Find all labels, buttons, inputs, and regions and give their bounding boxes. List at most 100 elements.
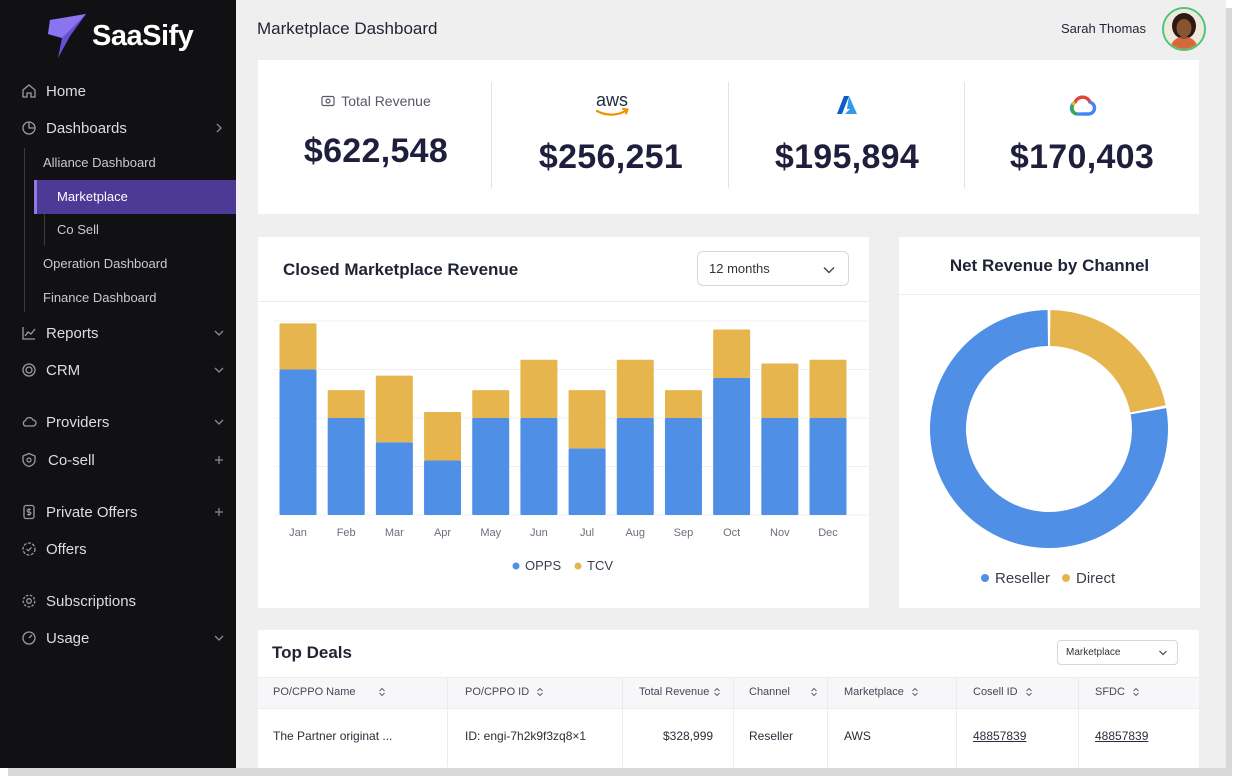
- sidebar-item-subscriptions[interactable]: Subscriptions: [0, 586, 236, 616]
- azure-revenue-value: $195,894: [774, 138, 920, 176]
- column-header-marketplace[interactable]: Marketplace: [844, 677, 919, 707]
- bar-tcv-oct[interactable]: [713, 329, 751, 378]
- legend-label-opps[interactable]: OPPS: [525, 558, 561, 573]
- sidebar-item-crm[interactable]: CRM: [0, 355, 236, 385]
- cell-cosell-id-link[interactable]: 48857839: [973, 729, 1027, 743]
- bar-opps-sep[interactable]: [664, 418, 702, 515]
- sort-icon: [1133, 687, 1139, 697]
- column-header-po-name[interactable]: PO/CPPO Name: [273, 677, 386, 707]
- bar-tcv-aug[interactable]: [616, 359, 654, 418]
- chevron-down-icon: [214, 367, 224, 373]
- sidebar-item-label: Dashboards: [46, 119, 127, 137]
- period-select[interactable]: 12 months: [697, 251, 849, 286]
- sidebar-subitem-alliance-dashboard[interactable]: Alliance Dashboard: [43, 147, 156, 177]
- x-tick-label: Jan: [289, 527, 307, 539]
- chevron-down-icon: [1159, 650, 1167, 656]
- chart-title: Closed Marketplace Revenue: [283, 260, 519, 279]
- sidebar-item-home[interactable]: Home: [0, 76, 236, 106]
- sidebar-item-label: Co-sell: [48, 451, 95, 469]
- bar-tcv-nov[interactable]: [761, 363, 799, 418]
- pie-icon: [22, 121, 36, 135]
- x-tick-label: Oct: [723, 527, 740, 539]
- bar-opps-nov[interactable]: [761, 418, 799, 515]
- bar-tcv-jun[interactable]: [520, 359, 558, 418]
- user-name[interactable]: Sarah Thomas: [1061, 21, 1147, 36]
- chevron-down-icon: [214, 635, 224, 641]
- sidebar-item-private-offers[interactable]: Private Offers: [0, 497, 236, 527]
- bar-tcv-apr[interactable]: [424, 411, 462, 461]
- deals-filter-value: Marketplace: [1066, 647, 1121, 658]
- legend-label-direct[interactable]: Direct: [1076, 570, 1116, 587]
- bar-opps-apr[interactable]: [424, 460, 462, 515]
- sidebar-item-dashboards[interactable]: Dashboards: [0, 113, 236, 143]
- sidebar-subitem-marketplace[interactable]: Marketplace: [57, 181, 128, 211]
- sidebar-subitem-operation-dashboard[interactable]: Operation Dashboard: [43, 248, 167, 278]
- column-header-po-id[interactable]: PO/CPPO ID: [465, 677, 544, 707]
- bar-opps-mar[interactable]: [375, 442, 413, 515]
- column-header-sfdc[interactable]: SFDC: [1095, 677, 1140, 707]
- sidebar-subitem-active-bg: [34, 180, 236, 214]
- bar-opps-jan[interactable]: [279, 369, 317, 516]
- x-tick-label: Sep: [674, 527, 694, 539]
- column-header-channel[interactable]: Channel: [749, 677, 818, 707]
- deals-filter-select[interactable]: Marketplace: [1057, 640, 1178, 665]
- bar-opps-may[interactable]: [472, 418, 510, 515]
- aws-revenue-block: aws $256,251: [493, 60, 729, 214]
- column-header-total-revenue[interactable]: Total Revenue: [639, 677, 721, 707]
- bar-tcv-mar[interactable]: [375, 375, 413, 443]
- x-tick-label: May: [480, 527, 501, 539]
- net-revenue-by-channel-card: Net Revenue by Channel Reseller Direct: [899, 237, 1200, 608]
- legend-label-tcv[interactable]: TCV: [587, 558, 613, 573]
- column-header-label: Channel: [749, 686, 790, 698]
- x-tick-label: Jun: [530, 527, 548, 539]
- plus-icon: [215, 508, 223, 516]
- bar-opps-oct[interactable]: [713, 377, 751, 515]
- sort-icon: [811, 687, 817, 697]
- bar-tcv-jan[interactable]: [279, 323, 317, 370]
- brand-logo[interactable]: SaaSify: [48, 14, 194, 58]
- sidebar-item-usage[interactable]: Usage: [0, 623, 236, 653]
- sidebar-subitem-finance-dashboard[interactable]: Finance Dashboard: [43, 282, 156, 312]
- bar-opps-aug[interactable]: [616, 418, 654, 515]
- bar-tcv-sep[interactable]: [664, 390, 702, 418]
- sort-icon: [714, 687, 721, 697]
- x-tick-label: Apr: [434, 527, 451, 539]
- column-separator: [1078, 677, 1079, 767]
- brand-name: SaaSify: [92, 19, 194, 52]
- dollar-icon: [23, 504, 35, 520]
- column-separator: [733, 677, 734, 767]
- bar-opps-jul[interactable]: [568, 448, 606, 515]
- column-header-label: PO/CPPO ID: [465, 686, 530, 698]
- sidebar-item-reports[interactable]: Reports: [0, 318, 236, 348]
- legend-label-reseller[interactable]: Reseller: [995, 570, 1050, 587]
- gear-icon: [22, 594, 36, 608]
- app-window: SaaSify Home Dashboards Alliance Dashboa…: [0, 0, 1226, 768]
- cell-marketplace: AWS: [844, 729, 871, 743]
- sidebar-subitem-label: Alliance Dashboard: [43, 154, 156, 170]
- bar-tcv-jul[interactable]: [568, 390, 606, 449]
- sidebar-subitem-co-sell[interactable]: Co Sell: [57, 214, 99, 244]
- donut-slice-direct[interactable]: [1049, 310, 1166, 413]
- bar-tcv-dec[interactable]: [809, 359, 847, 418]
- sidebar-item-co-sell[interactable]: Co-sell: [0, 445, 236, 475]
- bar-tcv-may[interactable]: [472, 390, 510, 418]
- divider: [728, 82, 729, 188]
- badge-icon: [22, 542, 36, 556]
- bar-tcv-feb[interactable]: [327, 390, 365, 418]
- divider: [964, 82, 965, 188]
- cloud-icon: [22, 416, 37, 427]
- bar-opps-jun[interactable]: [520, 418, 558, 515]
- x-tick-label: Dec: [818, 527, 838, 539]
- column-header-cosell-id[interactable]: Cosell ID: [973, 677, 1033, 707]
- sidebar-item-providers[interactable]: Providers: [0, 407, 236, 437]
- cell-sfdc-link[interactable]: 48857839: [1095, 729, 1149, 743]
- donut-slice-reseller[interactable]: [930, 310, 1168, 548]
- cell-po-id: ID: engi-7h2k9f3zq8×1: [465, 729, 587, 743]
- avatar[interactable]: [1162, 7, 1206, 51]
- table-header-row: [258, 677, 1199, 709]
- submenu-line: [24, 148, 25, 312]
- bar-opps-dec[interactable]: [809, 418, 847, 515]
- chevron-down-icon: [214, 330, 224, 336]
- bar-opps-feb[interactable]: [327, 418, 365, 515]
- sidebar-item-offers[interactable]: Offers: [0, 534, 236, 564]
